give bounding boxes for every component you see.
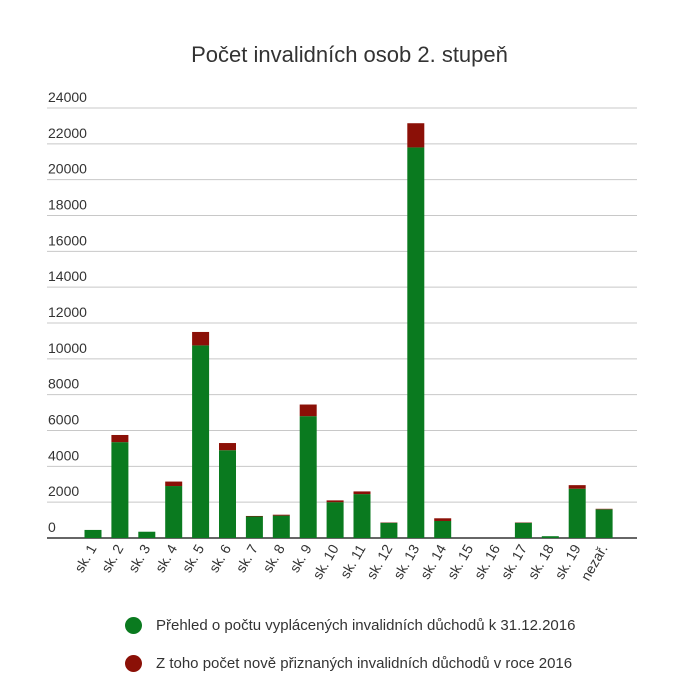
bar-segment-new [111, 434, 129, 443]
y-tick-label: 14000 [48, 268, 87, 284]
x-tick-label: sk. 5 [179, 541, 208, 575]
x-tick-label: sk. 18 [524, 541, 557, 582]
x-tick-label: sk. 1 [71, 541, 100, 575]
y-tick-label: 24000 [48, 89, 87, 105]
x-tick-label: nezař. [577, 542, 610, 584]
bar-segment-total [111, 442, 129, 538]
x-tick-label: sk. 7 [232, 541, 261, 575]
x-tick-label: sk. 17 [497, 541, 530, 582]
y-tick-label: 18000 [48, 197, 87, 213]
x-tick-label: sk. 13 [390, 541, 423, 582]
y-tick-label: 4000 [48, 447, 79, 463]
x-tick-label: sk. 8 [259, 541, 288, 575]
bar-segment-total [192, 345, 210, 538]
legend-item-new: Z toho počet nově přiznaných invalidních… [125, 655, 572, 672]
bar-segment-new [326, 500, 344, 503]
bar-segment-total [272, 515, 290, 538]
bar-segment-new [434, 518, 452, 521]
bar-segment-new [192, 331, 210, 346]
bar-segment-total [568, 488, 586, 538]
x-tick-label: sk. 6 [205, 541, 234, 575]
x-tick-label: sk. 12 [363, 541, 396, 582]
x-tick-label: sk. 2 [98, 541, 127, 575]
bar-segment-new [353, 491, 371, 495]
y-tick-label: 16000 [48, 232, 87, 248]
y-tick-label: 20000 [48, 161, 87, 177]
y-tick-label: 0 [48, 519, 56, 535]
y-tick-label: 12000 [48, 304, 87, 320]
y-axis-ticks: 0 2000 4000 6000 8000 10000 12000 14000 16000 180… [48, 89, 87, 535]
x-tick-label: sk. 16 [471, 541, 504, 582]
bar-segment-total [219, 450, 236, 538]
bars [84, 123, 613, 538]
y-tick-label: 22000 [48, 125, 87, 141]
bar-segment-new [568, 485, 586, 489]
bar-segment-total [434, 520, 452, 538]
bar-segment-total [514, 522, 532, 538]
x-tick-label: sk. 10 [309, 541, 342, 582]
bar-segment-total [353, 494, 371, 538]
bar-chart: 0 2000 4000 6000 8000 10000 12000 14000 16000 180… [47, 89, 637, 583]
bar-segment-new [407, 123, 425, 148]
x-tick-label: sk. 3 [125, 541, 154, 575]
bar-segment-total [165, 486, 183, 538]
legend-label-total: Přehled o počtu vyplácených invalidních … [156, 617, 576, 634]
legend-swatch-red [125, 655, 142, 672]
y-tick-label: 2000 [48, 483, 79, 499]
legend-item-total: Přehled o počtu vyplácených invalidních … [125, 617, 575, 634]
x-axis-labels: sk. 1sk. 2sk. 3sk. 4sk. 5sk. 6sk. 7sk. 8… [71, 541, 611, 583]
grid-lines [47, 107, 637, 539]
bar-segment-new [272, 514, 290, 516]
bar-segment-total [595, 509, 613, 538]
x-tick-label: sk. 15 [444, 541, 477, 582]
x-tick-label: sk. 4 [152, 541, 181, 575]
bar-segment-total [138, 531, 156, 538]
bar-segment-total [541, 536, 559, 538]
bar-segment-total [407, 147, 425, 538]
x-tick-label: sk. 14 [417, 541, 450, 582]
legend-label-new: Z toho počet nově přiznaných invalidních… [156, 655, 573, 672]
bar-segment-total [245, 516, 263, 538]
chart-title: Počet invalidních osob 2. stupeň [191, 42, 508, 67]
y-tick-label: 8000 [48, 376, 79, 392]
bar-segment-new [165, 481, 183, 487]
y-tick-label: 6000 [48, 412, 79, 428]
legend-swatch-green [125, 617, 142, 634]
bar-segment-new [595, 508, 613, 510]
bar-segment-total [299, 416, 317, 538]
bar-segment-new [299, 404, 317, 417]
bar-segment-new [245, 515, 263, 517]
bar-segment-total [84, 529, 102, 538]
bar-segment-total [326, 502, 344, 538]
y-tick-label: 10000 [48, 340, 87, 356]
bar-segment-total [380, 522, 398, 538]
bar-segment-new [219, 443, 236, 451]
